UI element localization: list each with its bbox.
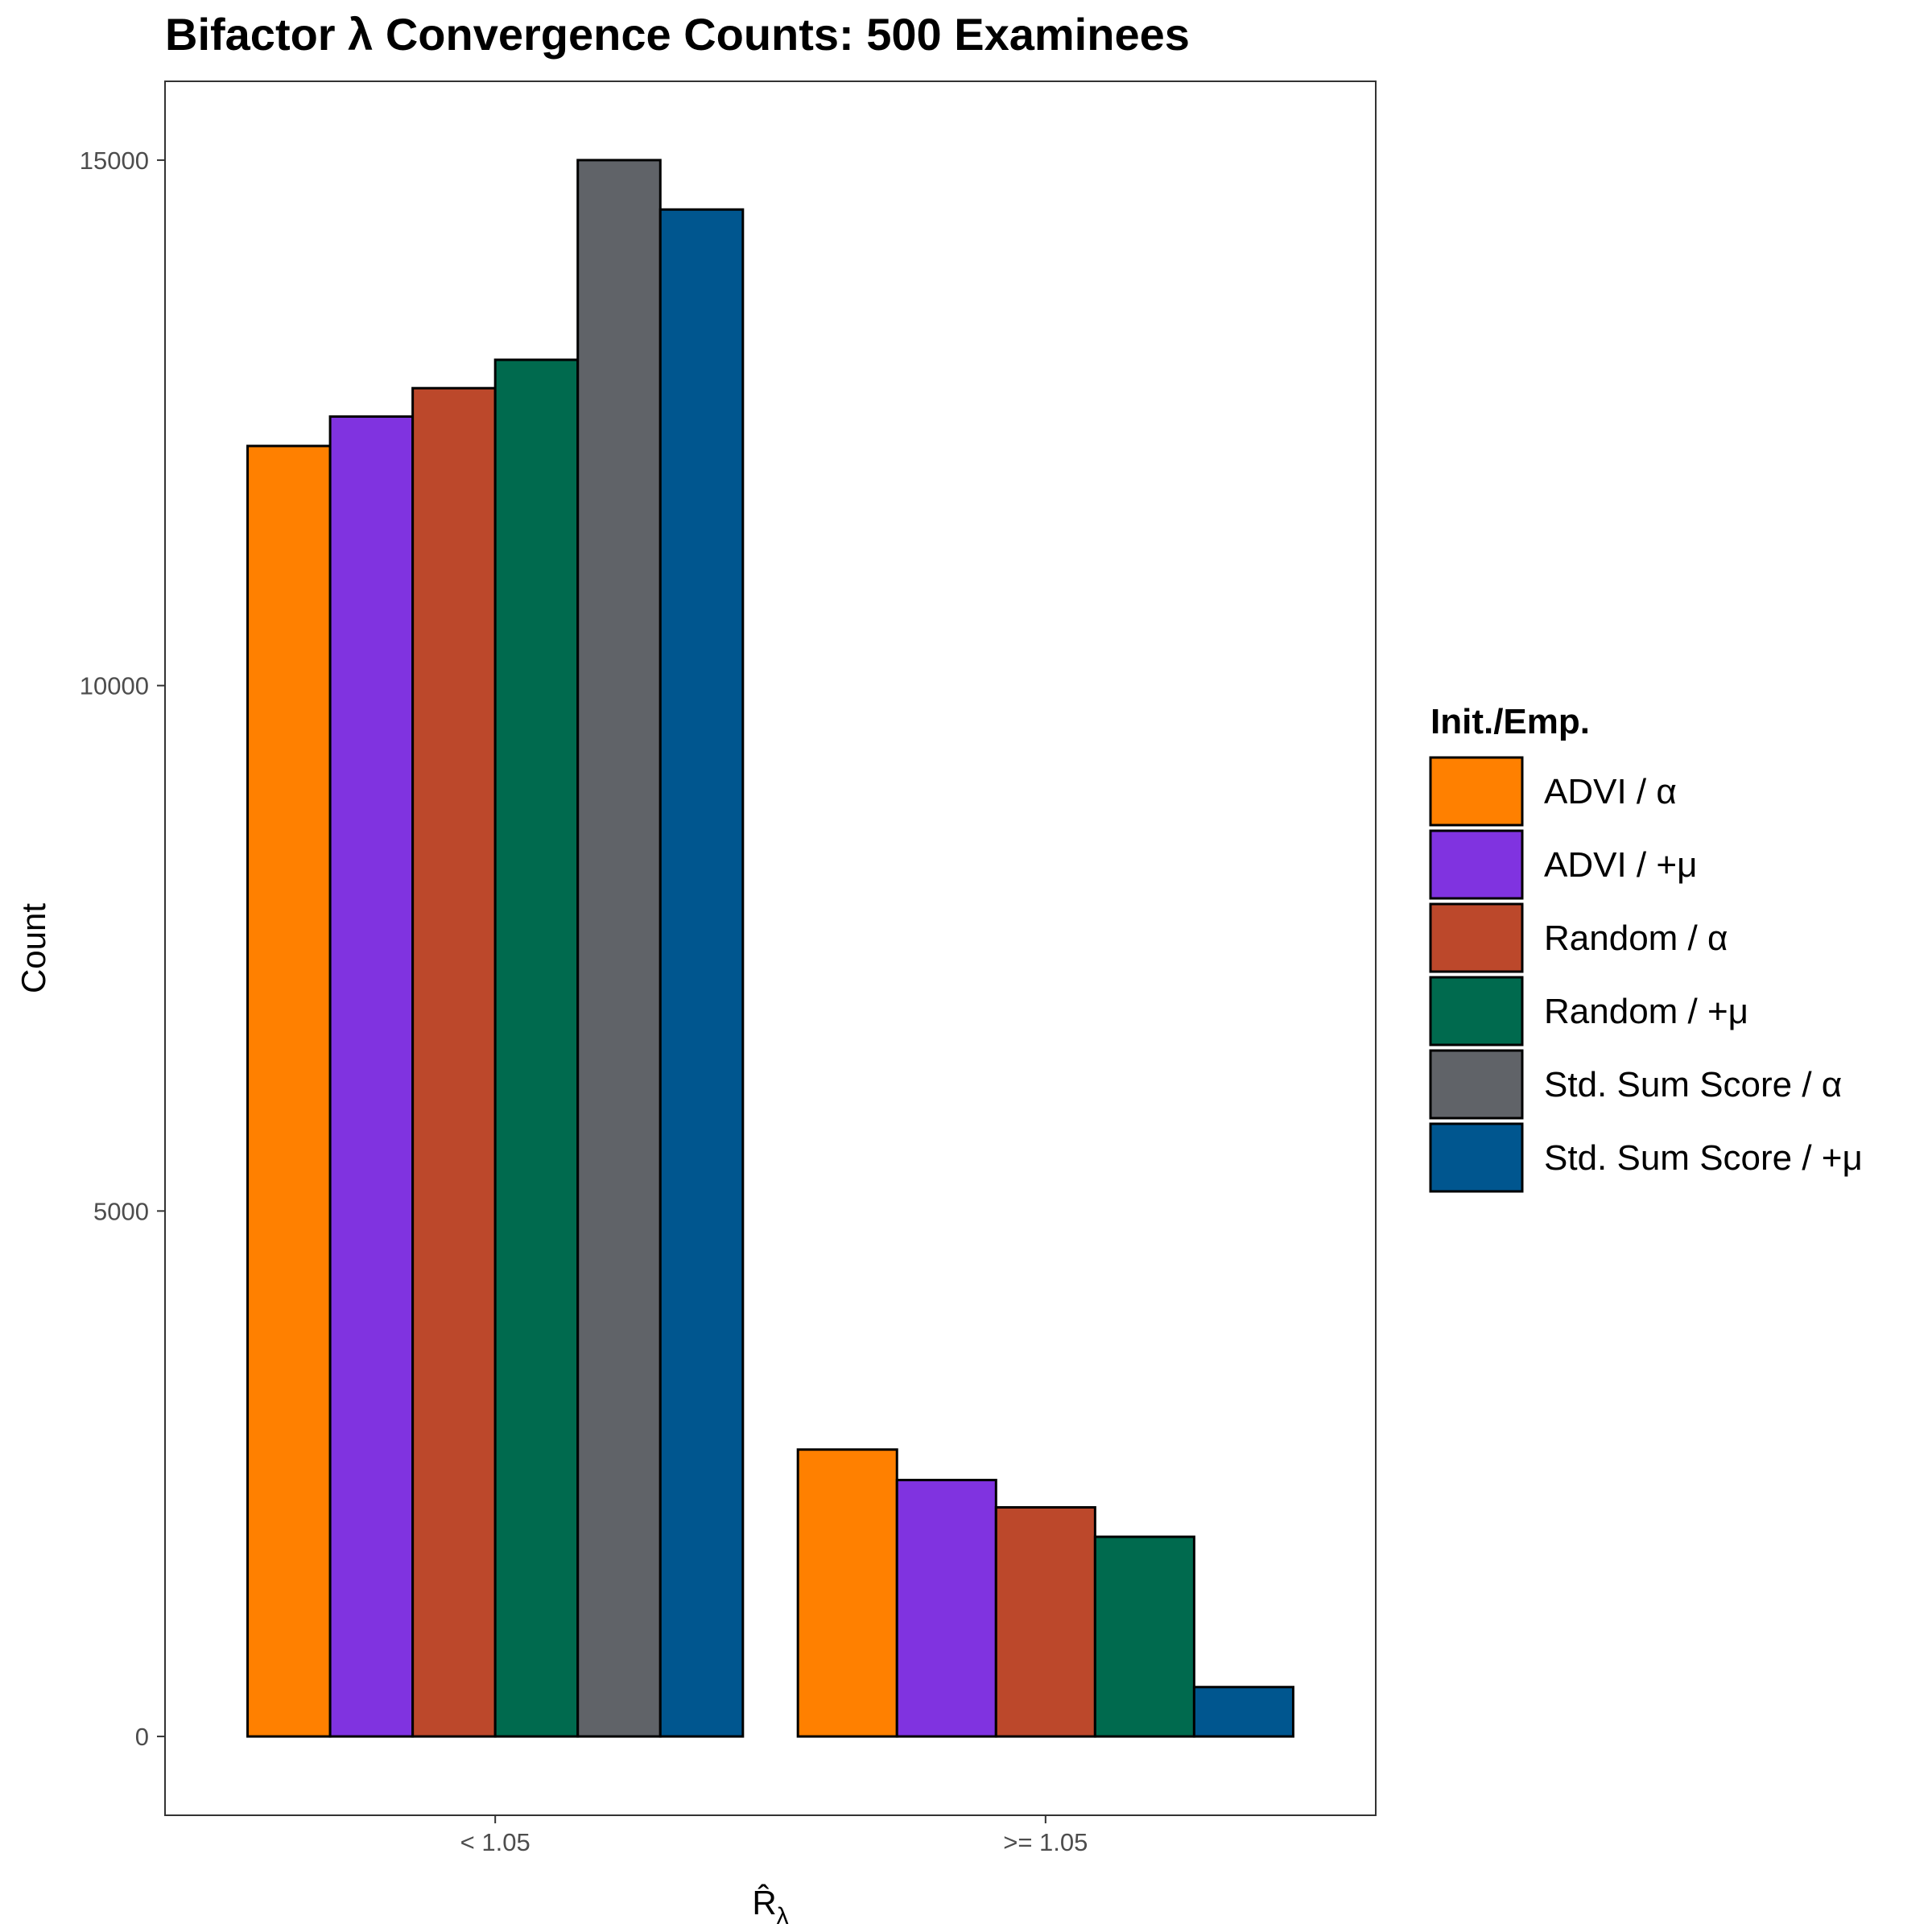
bar xyxy=(994,1506,1096,1738)
y-tick-label: 5000 xyxy=(93,1197,149,1225)
legend-label: Std. Sum Score / +μ xyxy=(1544,1138,1863,1178)
legend-items: ADVI / α ADVI / +μ Random / α Random / +μ St… xyxy=(1429,756,1863,1193)
legend-title: Init./Emp. xyxy=(1430,702,1590,741)
x-axis: < 1.05 >= 1.05 xyxy=(460,1815,1088,1856)
legend-key xyxy=(1429,1122,1524,1193)
bar xyxy=(411,386,497,1738)
bar xyxy=(246,444,332,1738)
bar xyxy=(493,358,580,1738)
legend-key xyxy=(1429,829,1524,900)
chart-title: Bifactor λ Convergence Counts: 500 Exami… xyxy=(165,9,1190,60)
x-tick-label: >= 1.05 xyxy=(1003,1828,1088,1856)
legend-label: Std. Sum Score / α xyxy=(1544,1065,1842,1104)
bar xyxy=(658,208,745,1738)
bar xyxy=(328,415,415,1738)
y-tick-label: 0 xyxy=(135,1723,149,1751)
legend-key xyxy=(1429,902,1524,973)
legend-key xyxy=(1429,976,1524,1046)
x-axis-title-subscript: λ xyxy=(777,1903,789,1930)
x-axis-title: R̂λ xyxy=(752,1884,788,1930)
x-axis-title-main: R̂ xyxy=(752,1884,776,1922)
bars-layer xyxy=(246,159,1294,1738)
legend-label: Random / +μ xyxy=(1544,992,1748,1031)
y-tick-label: 10000 xyxy=(80,672,149,700)
y-axis-title: Count xyxy=(14,903,52,993)
bar xyxy=(1093,1535,1195,1738)
bar xyxy=(1192,1686,1294,1738)
legend-label: Random / α xyxy=(1544,919,1728,958)
legend-key xyxy=(1429,1049,1524,1120)
legend-label: ADVI / α xyxy=(1544,772,1677,811)
legend-key xyxy=(1429,756,1524,827)
bar xyxy=(796,1448,898,1738)
x-tick-label: < 1.05 xyxy=(460,1828,530,1856)
y-axis: 0 5000 10000 15000 xyxy=(80,147,165,1751)
bar xyxy=(576,159,662,1738)
legend-label: ADVI / +μ xyxy=(1544,845,1697,885)
legend: Init./Emp. ADVI / α ADVI / +μ Random / α Ra… xyxy=(1429,702,1863,1193)
bar xyxy=(895,1479,997,1738)
y-tick-label: 15000 xyxy=(80,147,149,175)
